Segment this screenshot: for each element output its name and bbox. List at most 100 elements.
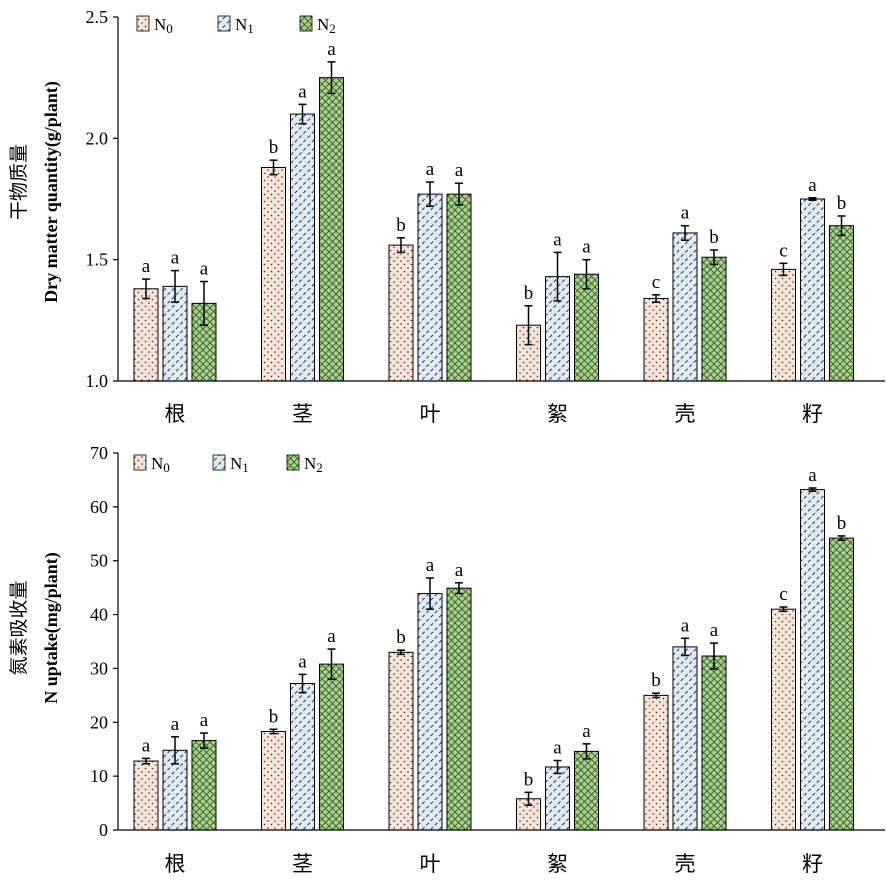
- legend-swatch-n0: [136, 15, 150, 32]
- significance-label: a: [582, 237, 591, 258]
- bar-n2: [319, 77, 344, 382]
- bar-n2: [319, 663, 344, 831]
- bar-n0: [643, 694, 669, 831]
- significance-label: b: [651, 670, 661, 691]
- bar-n2: [701, 256, 727, 382]
- significance-label: a: [455, 160, 464, 181]
- significance-label: c: [779, 584, 787, 605]
- x-categories: 根茎叶絮壳籽: [165, 402, 824, 426]
- bar-n0: [261, 166, 286, 382]
- bar-n0: [643, 297, 669, 382]
- significance-label: a: [327, 626, 336, 647]
- significance-label: b: [396, 215, 406, 236]
- y-tick-label: 1.0: [86, 371, 109, 391]
- n-uptake-chart: 氮素吸收量 N uptake(mg/plant) abbbbcaaaaaaaaa…: [8, 443, 885, 876]
- bar-n2: [829, 537, 854, 831]
- legend-label-n0: N0: [154, 15, 173, 36]
- x-category-label: 叶: [420, 852, 441, 876]
- bar-n0: [133, 288, 159, 382]
- dry-matter-chart: 干物质量 Dry matter quantity(g/plant) abbbcc…: [8, 7, 885, 426]
- bar-n2: [701, 655, 727, 831]
- bar-n0: [261, 730, 286, 831]
- legend-label-n1: N1: [230, 454, 249, 475]
- y-label-en: N uptake(mg/plant): [41, 552, 62, 704]
- y-label-cn: 氮素吸收量: [8, 580, 30, 675]
- x-category-label: 壳: [675, 402, 696, 426]
- legend-label-n0: N0: [151, 454, 170, 475]
- x-category-label: 絮: [547, 852, 568, 876]
- y-tick-label: 10: [90, 766, 108, 786]
- bar-n2: [446, 587, 472, 831]
- significance-label: a: [553, 738, 562, 759]
- x-category-label: 茎: [292, 852, 313, 876]
- significance-label: a: [681, 203, 690, 224]
- significance-label: a: [200, 710, 209, 731]
- significance-label: b: [396, 627, 406, 648]
- y-tick-label: 1.5: [86, 250, 109, 270]
- y-ticks: 0 10 20 30 40 50 60 70: [90, 443, 118, 840]
- bar-n2: [446, 193, 472, 382]
- bar-n1: [417, 593, 443, 831]
- legend-label-n2: N2: [317, 15, 336, 36]
- bar-n2: [191, 740, 217, 831]
- significance-label: a: [142, 735, 151, 756]
- x-category-label: 籽: [802, 852, 823, 876]
- bar-n0: [388, 651, 414, 831]
- significance-label: a: [171, 248, 180, 269]
- significance-label: a: [426, 555, 435, 576]
- significance-label: b: [269, 137, 279, 158]
- significance-label: a: [426, 159, 435, 180]
- significance-label: a: [171, 714, 180, 735]
- bar-n1: [417, 193, 443, 382]
- significance-label: c: [779, 240, 787, 261]
- bar-n0: [388, 244, 414, 382]
- significance-label: a: [455, 560, 464, 581]
- bar-n2: [829, 225, 854, 382]
- significance-label: a: [681, 615, 690, 636]
- bar-n2: [191, 302, 217, 382]
- significance-label: b: [837, 193, 847, 214]
- y-label-cn: 干物质量: [8, 144, 30, 220]
- x-category-label: 籽: [802, 402, 823, 426]
- significance-label: a: [808, 465, 817, 486]
- y-tick-label: 70: [90, 443, 108, 463]
- bar-n1: [290, 683, 315, 831]
- bar-n1: [545, 766, 570, 831]
- x-category-label: 根: [165, 402, 186, 426]
- legend-swatch-n1: [217, 15, 231, 32]
- x-category-label: 根: [165, 852, 186, 876]
- x-category-label: 壳: [675, 852, 696, 876]
- x-category-label: 絮: [547, 402, 568, 426]
- bar-n0: [771, 268, 796, 382]
- significance-label: a: [298, 651, 307, 672]
- significance-label: a: [327, 39, 336, 60]
- legend-swatch-n0: [133, 454, 147, 471]
- legend: N0 N1 N2: [136, 15, 336, 36]
- significance-label: a: [808, 175, 817, 196]
- bar-n1: [672, 646, 698, 831]
- bar-n2: [574, 750, 599, 831]
- bar-n1: [672, 232, 698, 382]
- bar-n1: [290, 113, 315, 382]
- significance-label: a: [142, 256, 151, 277]
- significance-label: b: [837, 513, 847, 534]
- significance-label: c: [652, 272, 660, 293]
- bar-n1: [800, 489, 825, 831]
- x-category-label: 茎: [292, 402, 313, 426]
- significance-label: b: [709, 227, 719, 248]
- significance-label: b: [524, 769, 534, 790]
- legend-label-n2: N2: [304, 454, 323, 475]
- y-tick-label: 0: [99, 820, 108, 840]
- y-tick-label: 50: [90, 551, 108, 571]
- y-tick-label: 2.0: [86, 128, 109, 148]
- y-tick-label: 40: [90, 605, 108, 625]
- y-label-en: Dry matter quantity(g/plant): [41, 81, 62, 303]
- significance-label: a: [710, 620, 719, 641]
- bar-n0: [133, 760, 159, 831]
- y-tick-label: 60: [90, 497, 108, 517]
- legend: N0 N1 N2: [133, 454, 323, 475]
- significance-label: a: [298, 81, 307, 102]
